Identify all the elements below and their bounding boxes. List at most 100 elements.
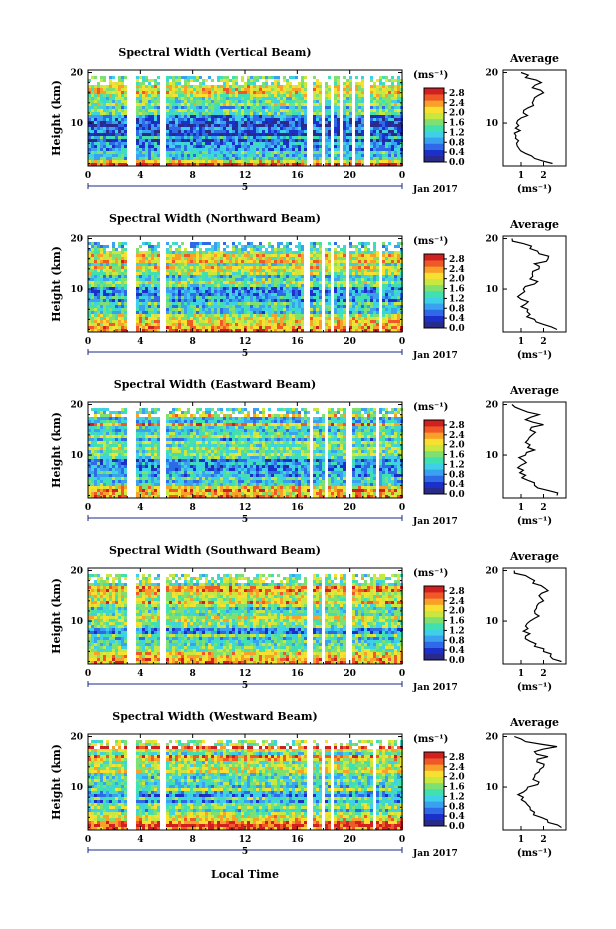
heatmap-cell xyxy=(157,94,160,97)
heatmap-cell xyxy=(373,112,376,115)
heatmap-cell xyxy=(283,88,286,91)
heatmap-cell xyxy=(313,154,316,157)
heatmap-cell xyxy=(340,269,343,272)
heatmap-cell xyxy=(229,112,232,115)
heatmap-cell xyxy=(157,127,160,130)
heatmap-cell xyxy=(214,272,217,275)
heatmap-cell xyxy=(109,251,112,254)
heatmap-cell xyxy=(352,290,355,293)
colorbar-frame xyxy=(423,87,445,163)
heatmap-cell xyxy=(259,257,262,260)
heatmap-cell xyxy=(394,302,397,305)
heatmap-cell xyxy=(157,311,160,314)
heatmap-cell xyxy=(214,115,217,118)
heatmap-cell xyxy=(118,296,121,299)
heatmap-cell xyxy=(217,79,220,82)
heatmap-cell xyxy=(238,248,241,251)
heatmap-cell xyxy=(373,242,376,245)
heatmap-cell xyxy=(220,305,223,308)
heatmap-cell xyxy=(313,139,316,142)
heatmap-cell xyxy=(106,154,109,157)
heatmap-cell xyxy=(235,145,238,148)
heatmap-cell xyxy=(253,263,256,266)
heatmap-cell xyxy=(172,94,175,97)
heatmap-cell xyxy=(262,130,265,133)
heatmap-cell xyxy=(280,163,283,166)
heatmap-cell xyxy=(262,115,265,118)
heatmap-cell xyxy=(88,151,91,154)
heatmap-cell xyxy=(355,248,358,251)
heatmap-cell xyxy=(268,293,271,296)
heatmap-cell xyxy=(310,248,313,251)
heatmap-cell xyxy=(256,290,259,293)
heatmap-cell xyxy=(262,157,265,160)
heatmap-cell xyxy=(109,94,112,97)
heatmap-cell xyxy=(154,121,157,124)
heatmap-cell xyxy=(103,248,106,251)
heatmap-cell xyxy=(301,293,304,296)
heatmap-cell xyxy=(214,266,217,269)
heatmap-cell xyxy=(196,311,199,314)
heatmap-cell xyxy=(268,251,271,254)
heatmap-cell xyxy=(253,266,256,269)
heatmap-cell xyxy=(178,254,181,257)
heatmap-cell xyxy=(268,160,271,163)
heatmap-cell xyxy=(202,299,205,302)
heatmap-cell xyxy=(355,76,358,79)
heatmap-cell xyxy=(298,242,301,245)
heatmap-cell xyxy=(169,151,172,154)
heatmap-cell xyxy=(388,308,391,311)
heatmap-cell xyxy=(124,251,127,254)
heatmap-cell xyxy=(91,91,94,94)
heatmap-cell xyxy=(289,260,292,263)
heatmap-cell xyxy=(121,260,124,263)
heatmap-cell xyxy=(343,290,346,293)
heatmap-cell xyxy=(250,85,253,88)
heatmap-cell xyxy=(226,91,229,94)
heatmap-cell xyxy=(319,272,322,275)
heatmap-cell xyxy=(124,97,127,100)
heatmap-cell xyxy=(115,109,118,112)
heatmap-cell xyxy=(268,91,271,94)
heatmap-cell xyxy=(142,302,145,305)
heatmap-cell xyxy=(121,148,124,151)
heatmap-cell xyxy=(196,109,199,112)
heatmap-cell xyxy=(148,151,151,154)
heatmap-cell xyxy=(148,142,151,145)
heatmap-cell xyxy=(154,302,157,305)
heatmap-cell xyxy=(247,160,250,163)
heatmap-cell xyxy=(94,151,97,154)
heatmap-cell xyxy=(250,76,253,79)
heatmap-cell xyxy=(373,118,376,121)
heatmap-cell xyxy=(88,160,91,163)
heatmap-cell xyxy=(259,302,262,305)
heatmap-cell xyxy=(337,136,340,139)
heatmap-cell xyxy=(214,118,217,121)
heatmap-cell xyxy=(220,112,223,115)
heatmap-cell xyxy=(217,272,220,275)
heatmap-cell xyxy=(325,269,328,272)
heatmap-cell xyxy=(217,269,220,272)
heatmap-cell xyxy=(151,154,154,157)
heatmap-cell xyxy=(397,154,400,157)
heatmap-cell xyxy=(280,85,283,88)
heatmap-cell xyxy=(88,263,91,266)
heatmap-cell xyxy=(391,142,394,145)
heatmap-cell xyxy=(172,82,175,85)
heatmap-cell xyxy=(361,260,364,263)
heatmap-cell xyxy=(112,136,115,139)
heatmap-cell xyxy=(139,115,142,118)
heatmap-cell xyxy=(298,133,301,136)
heatmap-cell xyxy=(274,94,277,97)
day-marker-label: 5 xyxy=(242,183,248,193)
heatmap-cell xyxy=(394,85,397,88)
heatmap-cell xyxy=(148,275,151,278)
heatmap-cell xyxy=(388,242,391,245)
heatmap-cell xyxy=(220,302,223,305)
heatmap-cell xyxy=(124,103,127,106)
heatmap-cell xyxy=(184,151,187,154)
heatmap-cell xyxy=(103,302,106,305)
heatmap-cell xyxy=(100,124,103,127)
heatmap-cell xyxy=(268,284,271,287)
heatmap-cell xyxy=(226,314,229,317)
